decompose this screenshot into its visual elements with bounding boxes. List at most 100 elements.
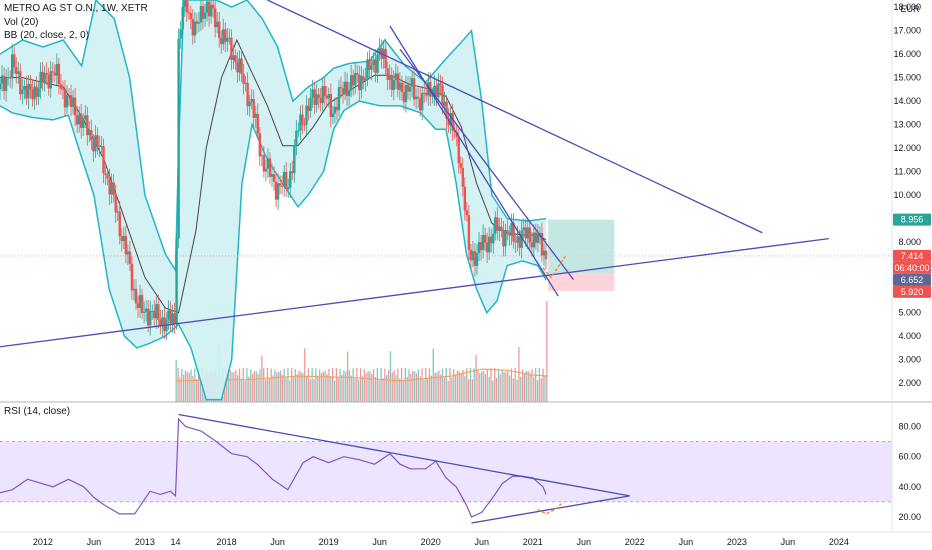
volume-bar <box>229 370 231 402</box>
rsi-tick-label: 20.00 <box>898 512 921 522</box>
candle-body <box>65 95 69 108</box>
candle-body <box>416 96 420 99</box>
candle-body <box>252 99 255 118</box>
volume-bar <box>408 369 410 402</box>
trendline[interactable] <box>0 237 829 348</box>
candle-body <box>274 181 278 200</box>
rsi-line <box>0 417 547 518</box>
volume-bar <box>404 368 406 402</box>
candle-body <box>171 313 174 324</box>
candle-body <box>335 106 339 111</box>
volume-bar <box>426 378 429 402</box>
candle-body <box>126 251 130 255</box>
volume-bar <box>307 368 310 402</box>
candle-body <box>45 72 48 75</box>
candle-body <box>313 89 316 105</box>
volume-bar <box>512 378 514 402</box>
volume-bar <box>304 348 306 402</box>
candle-body <box>19 71 22 95</box>
price-label-badge <box>893 273 931 286</box>
volume-bar <box>393 370 395 402</box>
candle-body <box>520 230 523 248</box>
symbol-legend[interactable]: METRO AG ST O.N., 1W, XETR <box>4 3 148 14</box>
candle-body <box>104 173 107 176</box>
candle-body <box>400 82 404 93</box>
candle-body <box>43 72 46 83</box>
volume-bar <box>296 374 298 402</box>
candle-body <box>530 242 534 248</box>
volume-bar <box>233 372 235 402</box>
candle-body <box>514 241 517 243</box>
candle-body <box>29 83 32 90</box>
time-tick-label: 2020 <box>421 537 441 547</box>
candle-body <box>295 130 298 146</box>
volume-bar <box>399 378 401 402</box>
candle-body <box>88 130 91 136</box>
trendline[interactable] <box>389 25 559 297</box>
candle-body <box>140 295 144 313</box>
candle-body <box>479 242 483 251</box>
rsi-trendline[interactable] <box>178 413 630 497</box>
candle-body <box>203 12 207 19</box>
volume-bar <box>345 371 347 402</box>
candle-body <box>333 106 337 114</box>
candle-body <box>220 37 223 45</box>
candle-body <box>183 0 186 7</box>
rsi-trendline[interactable] <box>471 495 630 524</box>
candle-body <box>0 75 4 84</box>
volume-bar <box>179 377 181 402</box>
candle-body <box>157 304 160 320</box>
candle-body <box>425 93 428 96</box>
volume-bar <box>259 369 261 402</box>
volume-bar <box>255 371 257 402</box>
candle-body <box>110 182 113 195</box>
candle-body <box>408 86 412 92</box>
volume-bar <box>406 376 408 402</box>
bollinger-legend[interactable]: BB (20, close, 2, 0) <box>4 30 90 41</box>
candle-body <box>17 71 20 74</box>
candle-body <box>100 146 103 148</box>
volume-legend[interactable]: Vol (20) <box>4 17 39 28</box>
volume-bar <box>380 367 382 402</box>
candle-body <box>114 195 117 213</box>
position-stop-zone[interactable] <box>548 273 615 292</box>
volume-bar <box>315 368 317 402</box>
price-tick-label: 4.000 <box>898 331 921 341</box>
price-tick-label: 3.000 <box>898 355 921 365</box>
time-tick-label: Jun <box>577 537 592 547</box>
trendline[interactable] <box>267 0 763 234</box>
candle-body <box>13 54 16 68</box>
volume-bar <box>298 370 300 402</box>
candle-body <box>473 251 477 266</box>
position-target-zone[interactable] <box>548 219 615 274</box>
candle-body <box>287 187 290 190</box>
candle-body <box>167 310 170 320</box>
volume-bar <box>495 377 498 402</box>
candle-body <box>4 78 8 92</box>
candle-body <box>398 82 402 90</box>
rsi-legend[interactable]: RSI (14, close) <box>4 406 71 417</box>
time-tick-label: 2012 <box>33 537 53 547</box>
candle-body <box>494 217 497 234</box>
candle-body <box>8 77 12 79</box>
candle-body <box>347 90 351 97</box>
volume-bar <box>533 376 535 402</box>
candle-body <box>481 234 485 251</box>
candle-body <box>215 21 219 28</box>
candle-body <box>396 73 400 90</box>
bollinger-upper-band <box>0 0 547 273</box>
candle-body <box>108 178 111 195</box>
volume-bar <box>453 368 455 402</box>
candle-body <box>341 88 345 94</box>
candle-body <box>469 249 473 261</box>
candle-body <box>118 211 121 237</box>
candle-body <box>75 115 79 125</box>
volume-bar <box>447 380 449 402</box>
candle-body <box>250 99 253 103</box>
volume-bar <box>374 376 377 402</box>
trendline[interactable] <box>399 48 575 281</box>
candle-body <box>27 83 30 99</box>
volume-bar <box>365 373 367 402</box>
candle-body <box>79 114 83 128</box>
